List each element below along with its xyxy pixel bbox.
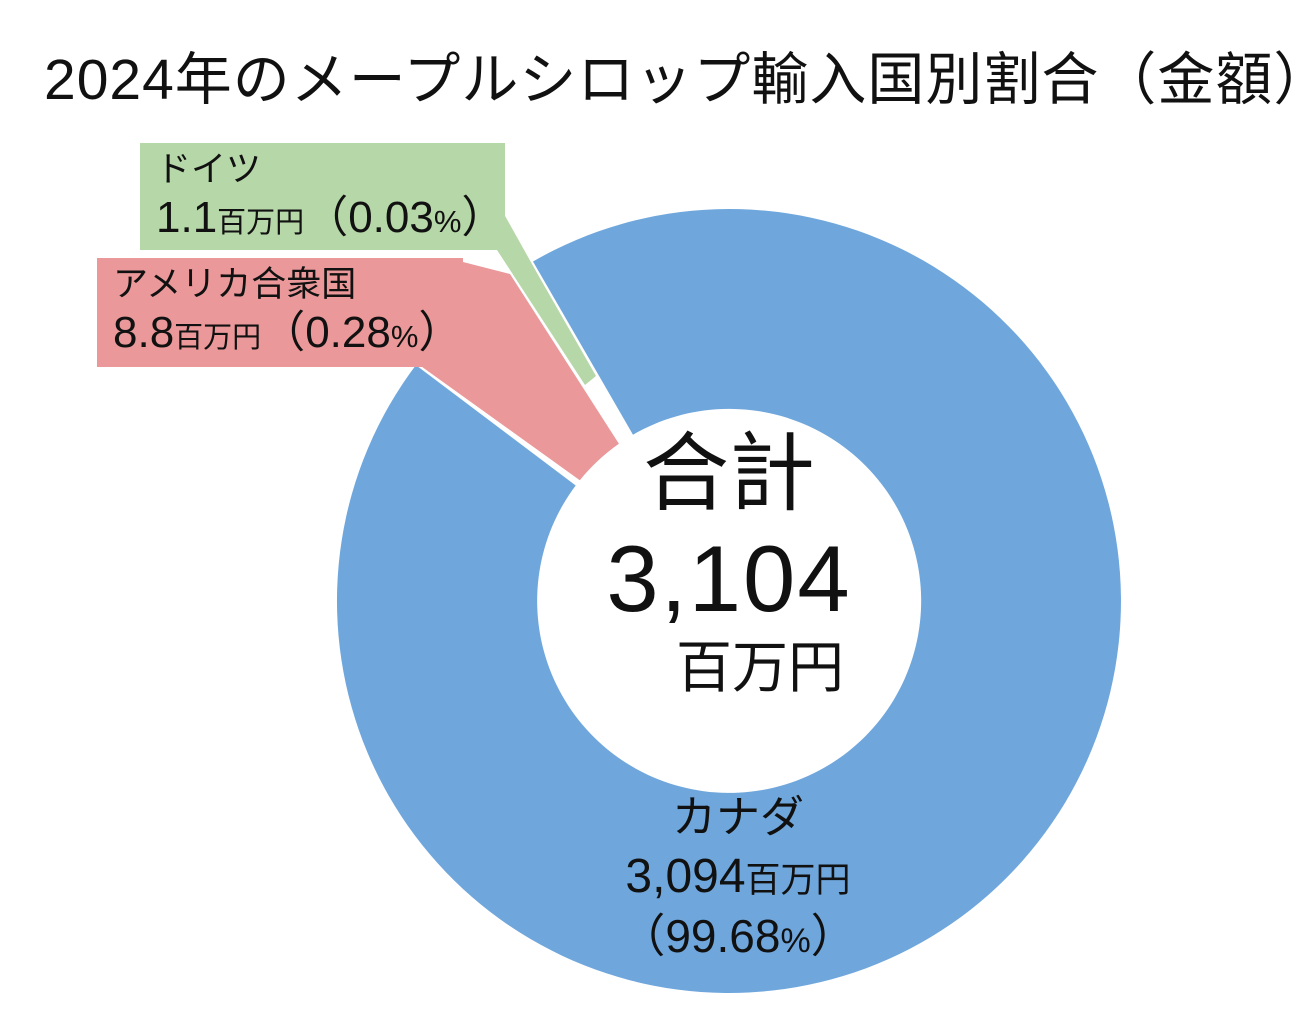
total-unit: 百万円 xyxy=(676,635,844,699)
usa-value: 8.8 xyxy=(113,307,175,357)
germany-share: 0.03 xyxy=(348,192,434,242)
canada-unit: 百万円 xyxy=(745,860,851,900)
canada-value-line: 3,094百万円 xyxy=(538,845,938,908)
usa-unit: 百万円 xyxy=(174,321,262,354)
canada-share-line: （99.68%） xyxy=(538,908,938,966)
label-box-germany: ドイツ 1.1百万円（0.03%） xyxy=(140,143,505,250)
donut-center-total: 合計 3,104 百万円 xyxy=(529,426,929,699)
usa-share: 0.28 xyxy=(305,307,391,357)
slice-germany-leader xyxy=(497,214,596,385)
canada-value: 3,094 xyxy=(625,849,746,903)
chart-title: 2024年のメープルシロップ輸入国別割合（金額） xyxy=(44,48,1300,112)
close-paren: ） xyxy=(461,192,506,242)
usa-value-line: 8.8百万円（0.28%） xyxy=(113,307,463,357)
total-label: 合計 xyxy=(643,426,815,522)
slice-canada xyxy=(336,208,1121,993)
open-paren: （ xyxy=(619,910,666,963)
total-value: 3,104 xyxy=(606,526,852,632)
percent-sign: % xyxy=(780,922,811,961)
slice-usa-callout-wedge xyxy=(418,262,619,481)
percent-sign: % xyxy=(433,203,462,239)
close-paren: ） xyxy=(810,910,857,963)
canada-name: カナダ xyxy=(672,793,804,842)
usa-name: アメリカ合衆国 xyxy=(113,265,357,304)
open-paren: （ xyxy=(304,192,349,242)
germany-name: ドイツ xyxy=(156,150,262,189)
germany-unit: 百万円 xyxy=(217,206,305,239)
label-canada: カナダ 3,094百万円 （99.68%） xyxy=(538,792,938,966)
open-paren: （ xyxy=(261,307,306,357)
germany-value-line: 1.1百万円（0.03%） xyxy=(156,192,506,242)
percent-sign: % xyxy=(390,318,419,354)
germany-value: 1.1 xyxy=(156,192,218,242)
close-paren: ） xyxy=(418,307,463,357)
label-box-usa: アメリカ合衆国 8.8百万円（0.28%） xyxy=(97,258,463,367)
canada-share: 99.68 xyxy=(665,910,781,963)
